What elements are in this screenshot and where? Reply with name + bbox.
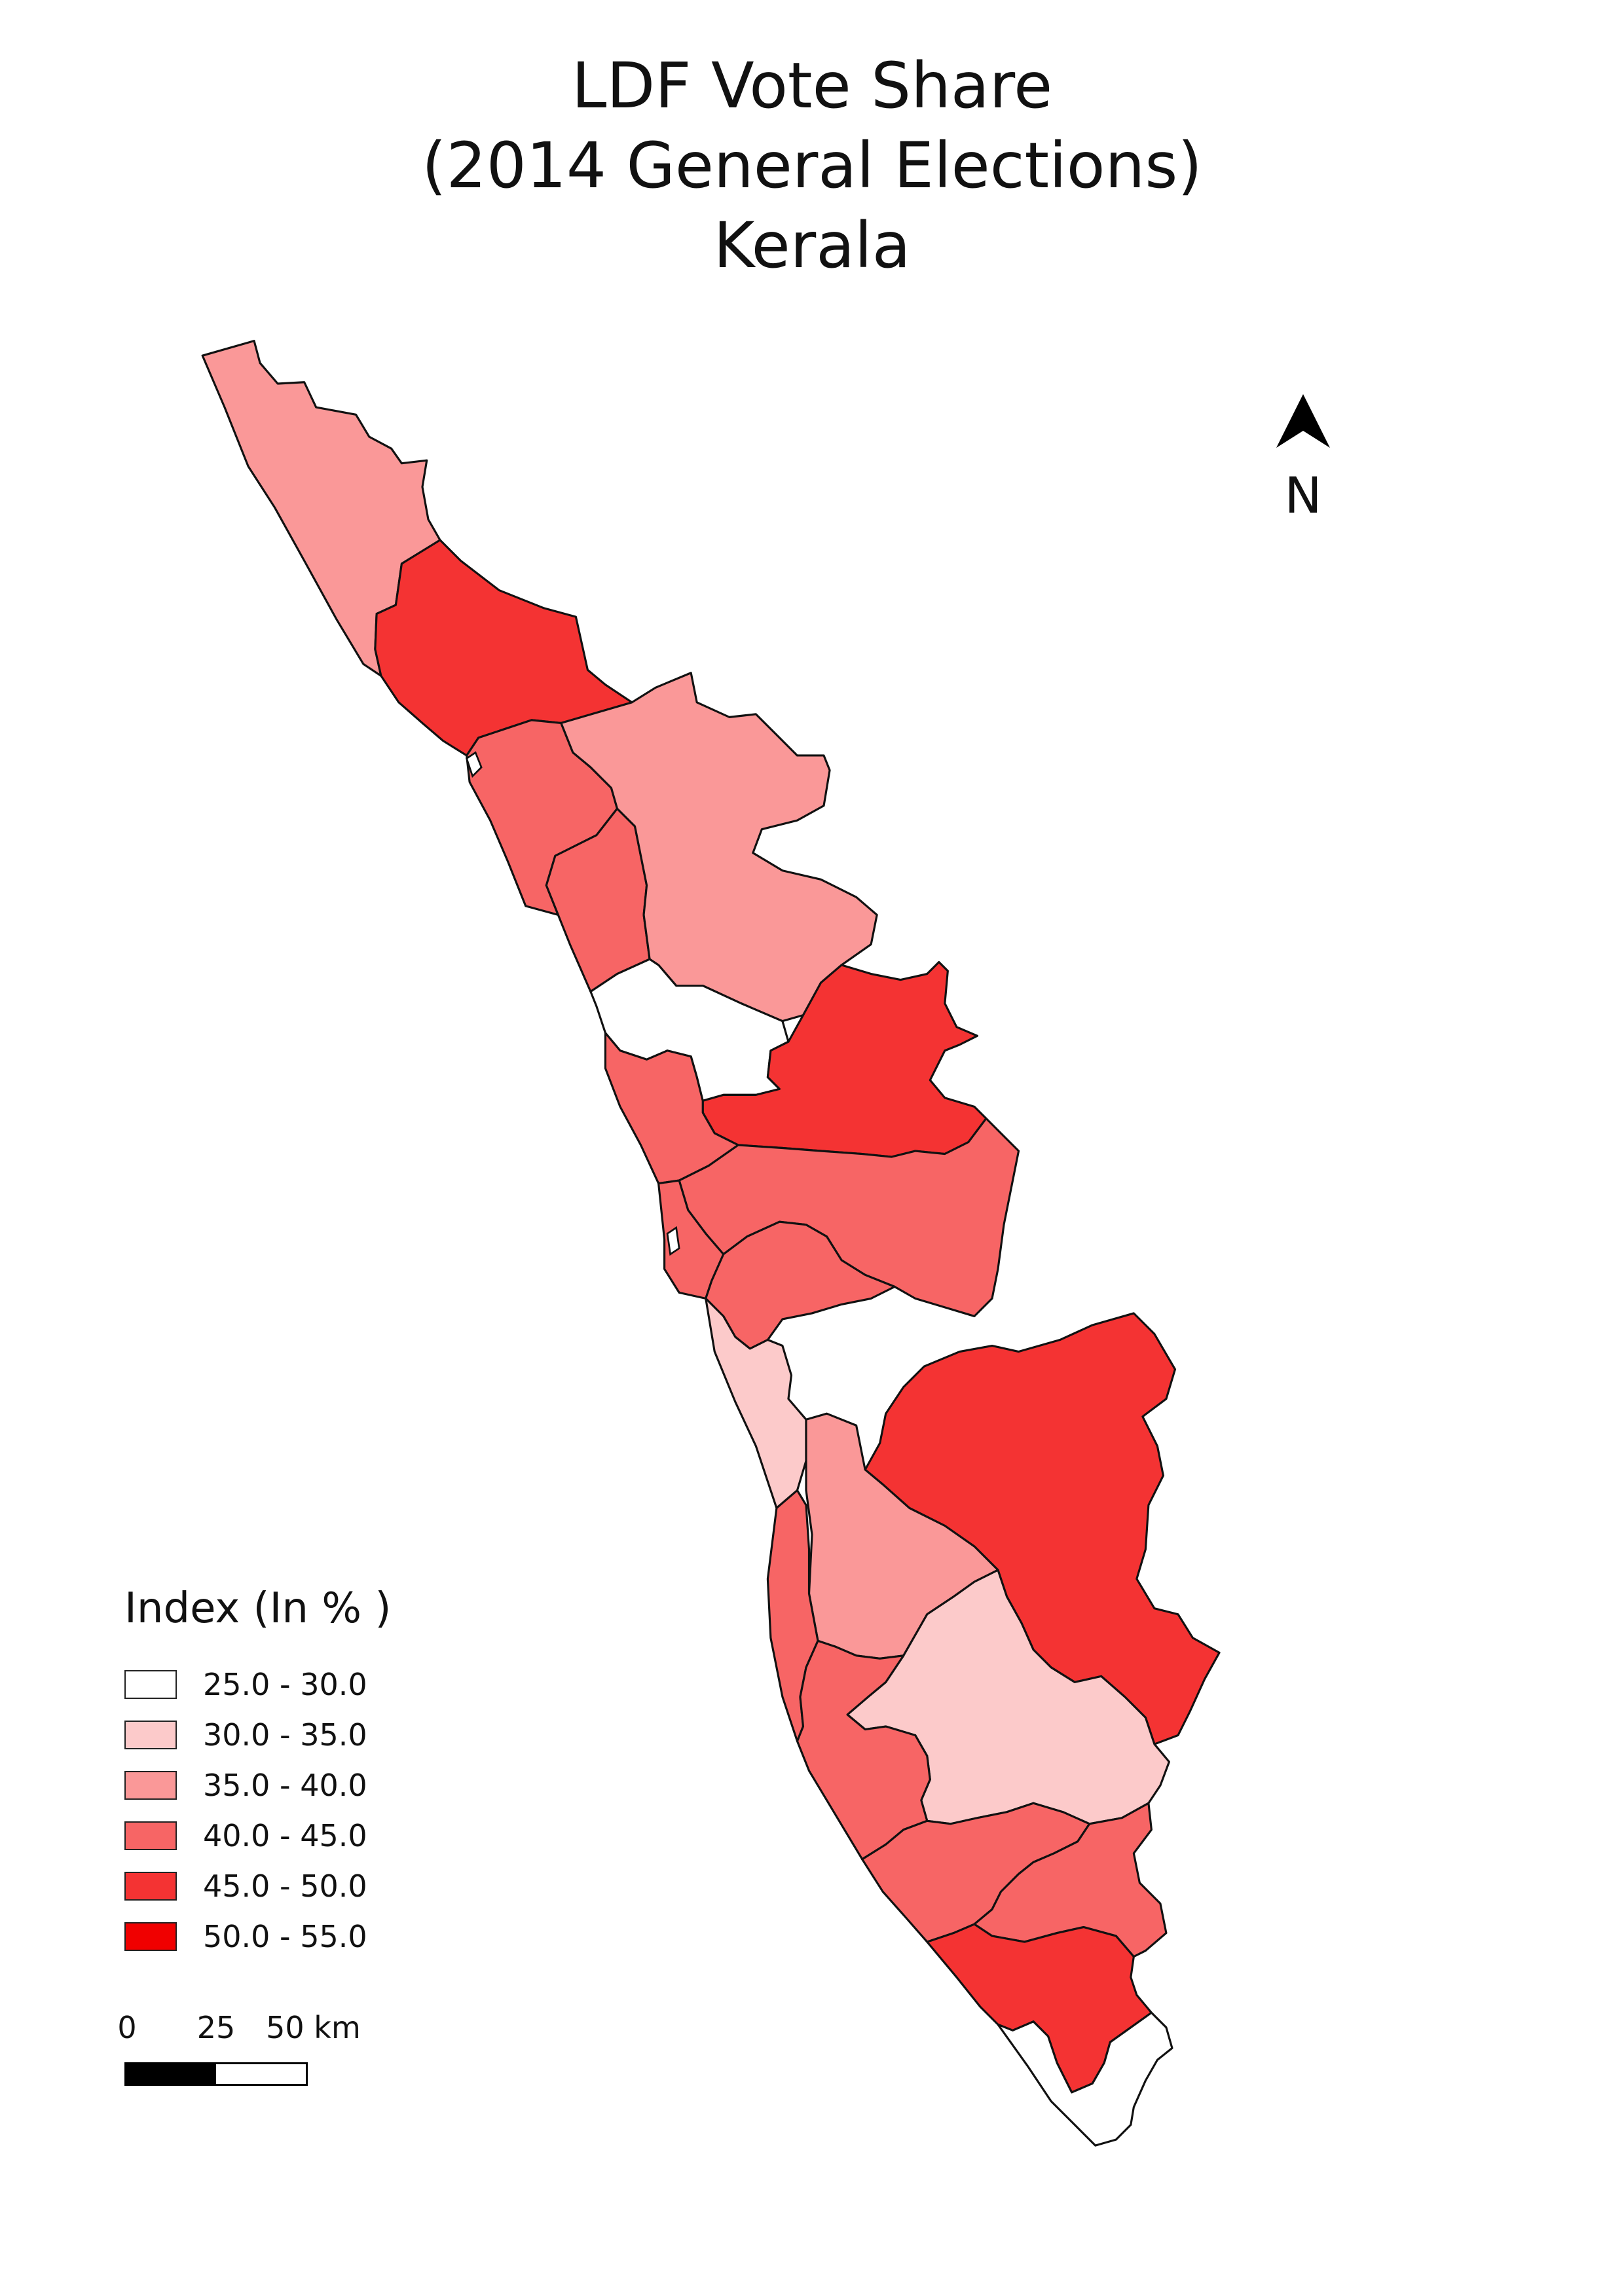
legend-swatch: [124, 1871, 177, 1901]
legend-item: 35.0 - 40.0: [124, 1760, 391, 1810]
legend-swatch: [124, 1922, 177, 1951]
lake-valiyaparamba: [465, 751, 483, 778]
legend-item: 40.0 - 45.0: [124, 1810, 391, 1861]
map-region-kasaragod: [201, 340, 441, 677]
title-line-2: (2014 General Elections): [422, 129, 1202, 202]
legend-item: 45.0 - 50.0: [124, 1861, 391, 1911]
scale-label: 50 km: [266, 2010, 361, 2045]
legend-label: 45.0 - 50.0: [203, 1868, 367, 1904]
scale-label: 25: [196, 2010, 236, 2045]
lake-vembanad: [666, 1226, 680, 1256]
map-title: LDF Vote Share (2014 General Elections) …: [0, 46, 1624, 285]
scale-bar-segments: [124, 2062, 308, 2086]
legend-label: 30.0 - 35.0: [203, 1717, 367, 1753]
north-label: N: [1284, 466, 1322, 524]
legend-label: 25.0 - 30.0: [203, 1666, 367, 1702]
scale-label: 0: [117, 2010, 137, 2045]
title-line-3: Kerala: [713, 209, 911, 282]
north-arrow-icon: [1276, 394, 1330, 448]
map-region-neyyattinkara: [997, 2011, 1173, 2147]
title-line-1: LDF Vote Share: [571, 49, 1053, 122]
scale-bar-segment: [216, 2064, 306, 2084]
island-lakes: [465, 751, 680, 1256]
legend: Index (In % ) 25.0 - 30.0 30.0 - 35.0 35.0…: [124, 1584, 391, 1961]
map-region-wayanad: [560, 672, 878, 1023]
legend-swatch: [124, 1720, 177, 1749]
legend-item: 50.0 - 55.0: [124, 1911, 391, 1961]
legend-label: 35.0 - 40.0: [203, 1767, 367, 1803]
legend-item: 25.0 - 30.0: [124, 1659, 391, 1709]
legend-title: Index (In % ): [124, 1584, 392, 1633]
map-region-ernakulam: [705, 1297, 807, 1510]
legend-label: 50.0 - 55.0: [203, 1918, 367, 1954]
legend-swatch: [124, 1770, 177, 1800]
legend-item: 30.0 - 35.0: [124, 1709, 391, 1760]
legend-label: 40.0 - 45.0: [203, 1817, 367, 1853]
legend-swatch: [124, 1821, 177, 1850]
scale-bar-segment: [126, 2064, 216, 2084]
scale-bar: 0 25 50 km: [117, 2010, 361, 2108]
map-region-ponnani: [604, 1032, 739, 1185]
north-arrow: N: [1264, 393, 1342, 524]
legend-swatch: [124, 1669, 177, 1699]
legend-items: 25.0 - 30.0 30.0 - 35.0 35.0 - 40.0 40.0 - …: [124, 1659, 391, 1961]
